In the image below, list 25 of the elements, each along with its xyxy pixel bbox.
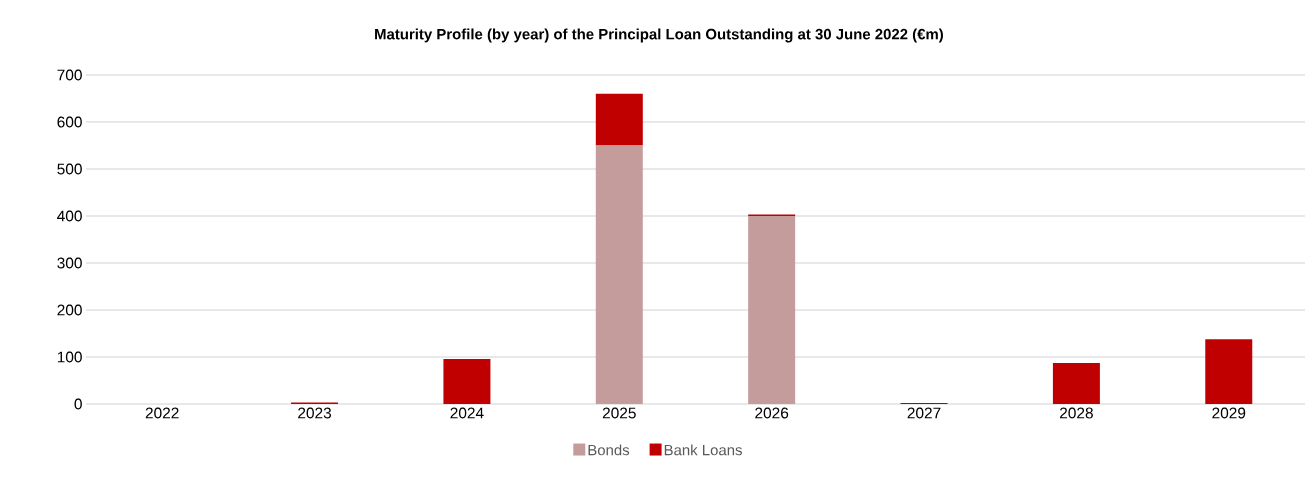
y-tick-label: 300 <box>57 257 82 269</box>
x-tick-label: 2026 <box>755 407 789 419</box>
x-tick-label: 2025 <box>602 407 636 419</box>
y-tick-label: 600 <box>57 116 82 128</box>
legend-label: Bonds <box>588 444 630 456</box>
legend-label: Bank Loans <box>664 444 742 456</box>
y-tick-label: 200 <box>57 304 82 316</box>
y-tick-label: 700 <box>57 69 82 81</box>
bar <box>443 358 491 404</box>
chart-title: Maturity Profile (by year) of the Principal Loan Outstanding at 30 June 2022 (€m) <box>375 28 943 43</box>
y-tick-label: 500 <box>57 163 82 175</box>
bar <box>595 93 643 146</box>
y-tick-label: 100 <box>57 351 82 363</box>
bar <box>1052 363 1100 404</box>
y-tick-label: 400 <box>57 210 82 222</box>
x-tick-label: 2023 <box>298 407 332 419</box>
x-tick-label: 2024 <box>450 407 484 419</box>
bar <box>748 216 796 404</box>
y-tick-label: 0 <box>74 398 82 410</box>
x-tick-label: 2029 <box>1212 407 1246 419</box>
bar <box>1205 339 1253 404</box>
x-tick-label: 2022 <box>145 407 179 419</box>
x-tick-label: 2028 <box>1060 407 1093 419</box>
x-tick-label: 2027 <box>907 407 941 419</box>
bar <box>595 145 643 404</box>
